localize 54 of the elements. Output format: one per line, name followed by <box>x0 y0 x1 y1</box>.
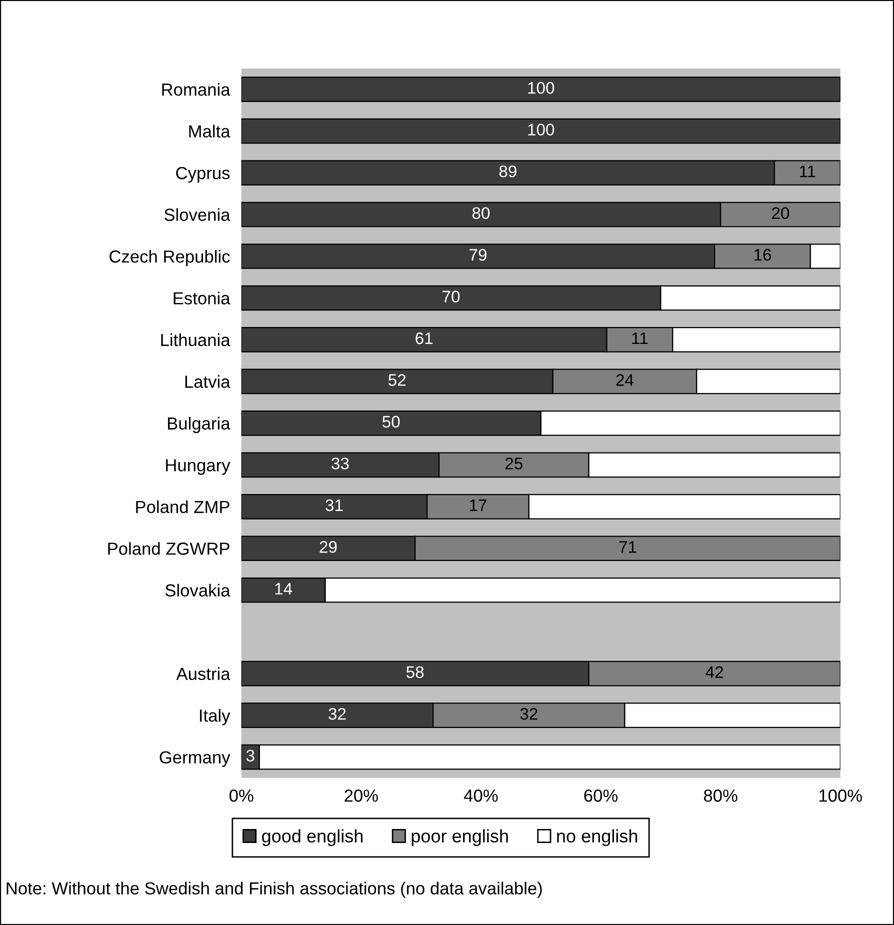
y-tick-label: Bulgaria <box>168 416 230 434</box>
data-label: 50 <box>382 416 400 428</box>
data-label: 80 <box>472 207 490 219</box>
data-label: 11 <box>800 166 816 178</box>
x-tick-label: 100% <box>819 789 862 802</box>
data-label: 33 <box>332 458 349 470</box>
data-label: 71 <box>619 541 636 553</box>
y-tick-label: Hungary <box>166 459 230 475</box>
text: Note: Without the Swedish and Finish associations (no data available) <box>6 882 542 898</box>
data-label: 11 <box>632 332 648 344</box>
data-label: 89 <box>499 165 516 178</box>
data-label: 31 <box>326 499 343 512</box>
y-tick-label: Germany <box>160 751 230 767</box>
data-label: 25 <box>505 458 522 470</box>
y-tick-label: Austria <box>176 667 230 680</box>
data-label: 3 <box>246 750 254 762</box>
x-tick-label: 40% <box>464 789 498 802</box>
y-tick-label: Czech Republic <box>110 250 230 266</box>
data-label: 58 <box>406 666 424 678</box>
bar <box>241 76 840 102</box>
data-label: 16 <box>754 248 772 261</box>
data-label: 20 <box>772 207 790 219</box>
legend-label: good english <box>262 829 363 846</box>
x-tick-label: 20% <box>344 789 378 802</box>
data-label: 100 <box>528 82 554 94</box>
data-label: 17 <box>470 500 486 511</box>
data-label: 61 <box>416 332 433 344</box>
bar <box>241 118 840 144</box>
y-tick-label: Italy <box>200 709 230 726</box>
data-label: 42 <box>706 666 724 678</box>
data-label: 79 <box>470 248 486 261</box>
data-label: 32 <box>328 708 346 720</box>
y-tick-label: Lithuania <box>161 333 230 346</box>
data-label: 70 <box>442 290 460 302</box>
y-tick-label: Poland ZGWRP <box>108 542 230 555</box>
data-label: 100 <box>528 124 554 136</box>
x-tick-label: 60% <box>584 789 618 802</box>
data-label: 32 <box>520 708 538 720</box>
y-tick-label: Malta <box>189 124 230 138</box>
y-tick-label: Poland ZMP <box>136 500 230 514</box>
data-label: 29 <box>320 541 337 553</box>
legend-label: no english <box>557 829 638 846</box>
y-tick-label: Slovakia <box>165 584 230 597</box>
y-tick-label: Slovenia <box>164 208 230 221</box>
y-tick-label: Romania <box>162 83 230 96</box>
legend-label: poor english <box>412 829 508 846</box>
y-tick-label: Cyprus <box>176 166 230 183</box>
x-tick-label: 0% <box>230 789 254 802</box>
x-tick-label: 80% <box>704 789 738 802</box>
y-tick-label: Estonia <box>174 292 230 304</box>
data-label: 14 <box>275 582 292 594</box>
data-label: 52 <box>388 374 406 386</box>
y-tick-label: Latvia <box>185 375 230 388</box>
data-label: 24 <box>616 374 634 386</box>
